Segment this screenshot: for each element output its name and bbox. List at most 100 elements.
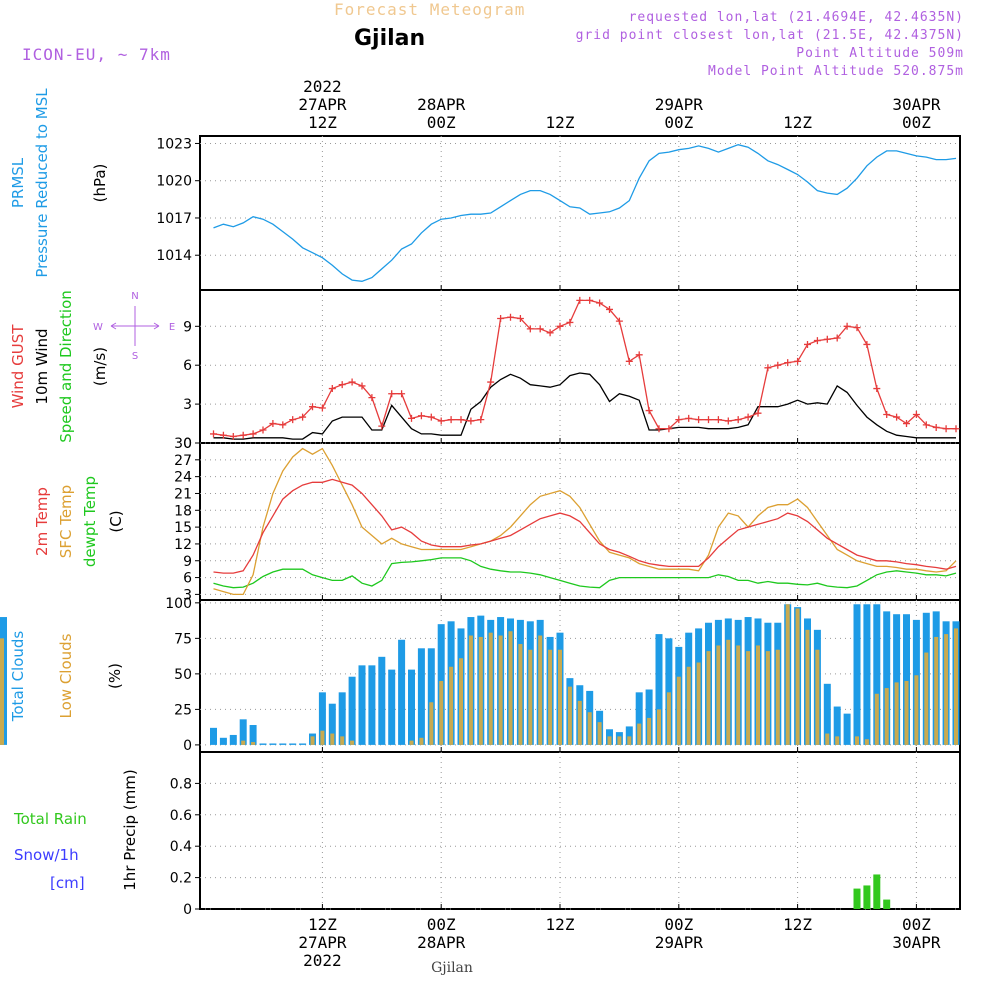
gust-marker [398,390,406,398]
legend-snow-unit: [cm] [50,874,85,892]
y-axis-label: Total Clouds [9,631,27,723]
rain-bar [883,899,891,909]
low-clouds-bar [756,645,760,745]
y-tick-label: 1014 [156,248,192,264]
low-clouds-bar [429,702,434,745]
requested-coordinates: requested lon,lat (21.4694E, 42.4635N) [628,10,964,25]
y-tick-label: 1023 [156,136,192,152]
gust-marker [368,394,376,402]
gust-marker [467,417,475,425]
y-tick-label: 0.4 [170,839,192,855]
y-axis-label: 10m Wind [33,328,51,404]
rain-bar [873,874,881,909]
low-clouds-bar [765,651,770,745]
gust-marker [526,325,534,333]
gust-marker [516,315,524,323]
y-tick-label: 18 [174,503,192,519]
low-clouds-bar [350,740,355,745]
y-axis-label: Low Clouds [57,633,75,718]
top-time-label: 12Z [308,113,337,132]
gust-marker [576,296,584,304]
gust-marker [724,417,732,425]
gust-marker [942,425,950,433]
total-clouds-bar [368,665,376,745]
low-clouds-bar [587,712,592,745]
wind-panel [195,289,961,444]
bottom-time-label: 00Z [427,915,456,934]
total-clouds-bar [398,639,406,745]
low-clouds-bar [944,634,949,745]
low-clouds-bar [241,740,246,745]
gust-marker [912,410,920,418]
gust-marker [764,364,772,372]
y-axis-label: dewpt Temp [81,476,99,567]
y-axis-label: Pressure Reduced to MSL [33,88,51,278]
low-clouds-bar [775,649,780,745]
y-tick-label: 25 [174,702,192,718]
total-clouds-bar [249,725,257,745]
y-tick-label: 75 [174,631,192,647]
total-clouds-bar [427,648,435,745]
low-clouds-bar [528,649,533,745]
top-time-label: 00Z [664,113,693,132]
rain-bar [853,888,861,909]
bottom-time-label: 30APR [892,933,941,952]
low-clouds-bar [538,635,543,745]
low-clouds-bar [320,730,325,745]
low-clouds-bar [825,733,830,745]
model-label: ICON-EU, ~ 7km [22,45,171,64]
gust-marker [645,407,653,415]
grid-point-coordinates: grid point closest lon,lat (21.5E, 42.43… [575,28,964,43]
low-clouds-bar [508,631,513,745]
low-clouds-bar [815,649,820,745]
low-clouds-bar [577,700,582,745]
low-clouds-bar [330,733,335,745]
y-axis-label: 2m Temp [33,487,51,556]
gust-marker [685,414,693,422]
low-clouds-bar [914,675,919,745]
y-axis-label: (hPa) [91,164,109,203]
low-clouds-bar [934,636,939,745]
low-clouds-bar [468,635,473,745]
total-clouds-bar [210,727,217,745]
gust-marker [813,337,821,345]
low-clouds-bar [884,688,889,745]
total-clouds-bar [259,743,267,745]
y-tick-label: 21 [174,486,192,502]
top-time-label: 12Z [783,113,812,132]
chart-title: Forecast Meteogram [334,0,526,19]
gust-marker [497,315,505,323]
gust-marker [705,416,712,424]
y-tick-label: 3 [183,397,192,413]
total-clouds-bar [378,656,386,745]
wind-frame [199,289,961,444]
precipitation-frame [199,751,961,910]
gust-marker [863,340,871,348]
gust-marker [259,426,267,434]
low-clouds-bar [597,722,602,745]
low-clouds-bar [439,680,444,745]
gust-marker [734,416,742,424]
total-clouds-bar [893,614,901,745]
gust-marker [675,416,683,424]
low-clouds-bar [607,736,612,745]
gust-marker [586,296,594,304]
y-tick-label: 30 [174,436,192,452]
low-clouds-bar [874,693,879,745]
dewpoint-line [213,557,957,589]
y-axis-label: SFC Temp [57,485,75,558]
low-clouds-bar [0,638,4,745]
low-clouds-bar [548,649,553,745]
gust-marker [754,409,762,417]
pressure-frame [199,135,961,291]
y-tick-label: 9 [183,554,192,570]
y-tick-label: 1017 [156,211,192,227]
total-clouds-bar [833,706,841,745]
bottom-time-label: 27APR [298,933,347,952]
compass-north: N [131,291,138,302]
compass-south: S [132,351,138,362]
y-tick-label: 9 [183,319,192,335]
gust-marker [299,413,307,421]
y-tick-label: 1020 [156,174,192,190]
bottom-time-label: 28APR [417,933,466,952]
